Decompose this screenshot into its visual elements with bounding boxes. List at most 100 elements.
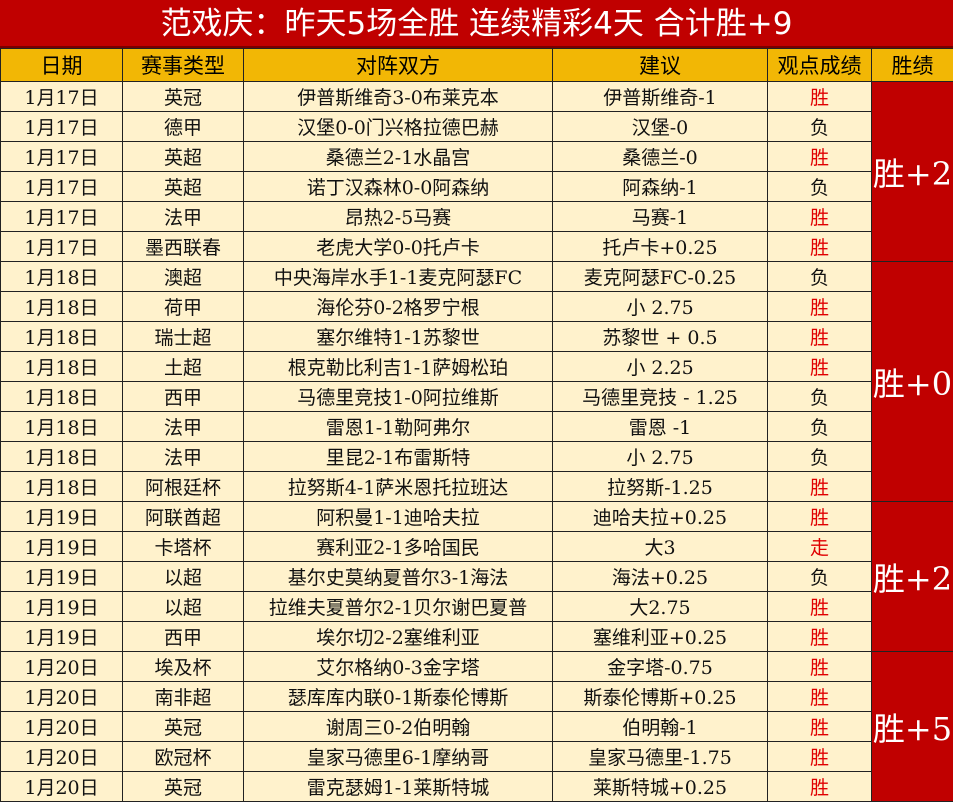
tip-cell: 桑德兰-0 — [552, 141, 768, 172]
tip-cell: 雷恩 -1 — [552, 411, 768, 442]
table-row: 1月20日 南非超 瑟库库内联0-1斯泰伦博斯 斯泰伦博斯+0.25 胜 — [0, 681, 953, 712]
table-row: 1月20日 欧冠杯 皇家马德里6-1摩纳哥 皇家马德里-1.75 胜 — [0, 741, 953, 772]
match-cell: 里昆2-1布雷斯特 — [243, 441, 553, 472]
match-cell: 阿积曼1-1迪哈夫拉 — [243, 501, 553, 532]
tip-cell: 拉努斯-1.25 — [552, 471, 768, 502]
tip-cell: 伯明翰-1 — [552, 711, 768, 742]
table-row: 1月18日 西甲 马德里竞技1-0阿拉维斯 马德里竞技 - 1.25 负 — [0, 381, 953, 412]
table-row: 1月18日 土超 根克勒比利吉1-1萨姆松珀小 2.25 胜 — [0, 351, 953, 382]
league-cell: 瑞士超 — [122, 321, 244, 352]
date-cell: 1月18日 — [0, 411, 123, 442]
league-cell: 英冠 — [122, 771, 244, 802]
match-cell: 艾尔格纳0-3金字塔 — [243, 651, 553, 682]
table-row: 1月18日 法甲 雷恩1-1勒阿弗尔 雷恩 -1 负 — [0, 411, 953, 442]
match-cell: 塞尔维特1-1苏黎世 — [243, 321, 553, 352]
match-cell: 埃尔切2-2塞维利亚 — [243, 621, 553, 652]
result-cell: 胜 — [767, 471, 872, 502]
match-cell: 拉努斯4-1萨米恩托拉班达 — [243, 471, 553, 502]
league-cell: 以超 — [122, 561, 244, 592]
tip-cell: 麦克阿瑟FC-0.25 — [552, 261, 768, 292]
tip-cell: 大3 — [552, 531, 768, 562]
league-cell: 英冠 — [122, 81, 244, 112]
table-row: 1月20日 英冠 谢周三0-2伯明翰 伯明翰-1 胜 — [0, 711, 953, 742]
match-cell: 瑟库库内联0-1斯泰伦博斯 — [243, 681, 553, 712]
tip-cell: 小 2.75 — [552, 441, 768, 472]
date-cell: 1月20日 — [0, 681, 123, 712]
date-cell: 1月18日 — [0, 441, 123, 472]
page-title: 范戏庆：昨天5场全胜 连续精彩4天 合计胜+9 — [0, 0, 953, 48]
match-cell: 雷恩1-1勒阿弗尔 — [243, 411, 553, 442]
result-cell: 胜 — [767, 681, 872, 712]
match-cell: 汉堡0-0门兴格拉德巴赫 — [243, 111, 553, 142]
match-cell: 谢周三0-2伯明翰 — [243, 711, 553, 742]
table-row: 1月18日 瑞士超 塞尔维特1-1苏黎世 苏黎世 + 0.5 胜 — [0, 321, 953, 352]
table-row: 1月19日 西甲 埃尔切2-2塞维利亚 塞维利亚+0.25 胜 — [0, 621, 953, 652]
table-row: 1月17日 法甲 昂热2-5马赛 马赛-1 胜 — [0, 201, 953, 232]
result-cell: 胜 — [767, 201, 872, 232]
date-cell: 1月17日 — [0, 231, 123, 262]
tip-cell: 汉堡-0 — [552, 111, 768, 142]
result-cell: 胜 — [767, 141, 872, 172]
table-row: 1月20日 英冠 雷克瑟姆1-1莱斯特城 莱斯特城+0.25 胜 — [0, 771, 953, 802]
table-row: 1月19日 卡塔杯 赛利亚2-1多哈国民 大3 走 — [0, 531, 953, 562]
result-cell: 胜 — [767, 321, 872, 352]
league-cell: 英超 — [122, 141, 244, 172]
date-cell: 1月18日 — [0, 291, 123, 322]
summary-cell: 胜+0 — [871, 261, 953, 502]
tip-cell: 马赛-1 — [552, 201, 768, 232]
date-cell: 1月18日 — [0, 321, 123, 352]
tip-cell: 皇家马德里-1.75 — [552, 741, 768, 772]
table-row: 1月17日 英超 桑德兰2-1水晶宫 桑德兰-0 胜 — [0, 141, 953, 172]
date-cell: 1月19日 — [0, 591, 123, 622]
league-cell: 墨西联春 — [122, 231, 244, 262]
table-row: 1月19日 阿联酋超 阿积曼1-1迪哈夫拉 迪哈夫拉+0.25 胜胜+2 — [0, 501, 953, 652]
result-cell: 负 — [767, 441, 872, 472]
match-cell: 中央海岸水手1-1麦克阿瑟FC — [243, 261, 553, 292]
tip-cell: 海法+0.25 — [552, 561, 768, 592]
tip-cell: 阿森纳-1 — [552, 171, 768, 202]
result-cell: 胜 — [767, 351, 872, 382]
result-cell: 胜 — [767, 621, 872, 652]
match-cell: 海伦芬0-2格罗宁根 — [243, 291, 553, 322]
header-result: 观点成绩 — [767, 48, 872, 82]
match-cell: 老虎大学0-0托卢卡 — [243, 231, 553, 262]
result-cell: 胜 — [767, 501, 872, 532]
result-cell: 胜 — [767, 771, 872, 802]
date-cell: 1月19日 — [0, 561, 123, 592]
table-row: 1月17日 墨西联春 老虎大学0-0托卢卡 托卢卡+0.25 胜 — [0, 231, 953, 262]
league-cell: 欧冠杯 — [122, 741, 244, 772]
header-match: 对阵双方 — [243, 48, 553, 82]
table-row: 1月18日 荷甲 海伦芬0-2格罗宁根小 2.75 胜 — [0, 291, 953, 322]
date-cell: 1月20日 — [0, 711, 123, 742]
date-cell: 1月19日 — [0, 531, 123, 562]
league-cell: 西甲 — [122, 621, 244, 652]
match-cell: 马德里竞技1-0阿拉维斯 — [243, 381, 553, 412]
date-cell: 1月19日 — [0, 621, 123, 652]
league-cell: 阿根廷杯 — [122, 471, 244, 502]
tip-cell: 小 2.25 — [552, 351, 768, 382]
match-cell: 伊普斯维奇3-0布莱克本 — [243, 81, 553, 112]
tip-cell: 塞维利亚+0.25 — [552, 621, 768, 652]
date-cell: 1月18日 — [0, 471, 123, 502]
date-cell: 1月20日 — [0, 651, 123, 682]
tip-cell: 小 2.75 — [552, 291, 768, 322]
table-row: 1月19日 以超 拉维夫夏普尔2-1贝尔谢巴夏普 大2.75 胜 — [0, 591, 953, 622]
table-row: 1月20日 埃及杯 艾尔格纳0-3金字塔 金字塔-0.75 胜胜+5 — [0, 651, 953, 802]
tip-cell: 莱斯特城+0.25 — [552, 771, 768, 802]
result-cell: 胜 — [767, 81, 872, 112]
table-row: 1月17日 英冠 伊普斯维奇3-0布莱克本 伊普斯维奇-1 胜胜+2 — [0, 81, 953, 262]
header-date: 日期 — [0, 48, 123, 82]
date-cell: 1月18日 — [0, 381, 123, 412]
tip-cell: 大2.75 — [552, 591, 768, 622]
summary-cell: 胜+2 — [871, 81, 953, 262]
header-tip: 建议 — [552, 48, 768, 82]
league-cell: 埃及杯 — [122, 651, 244, 682]
tip-cell: 斯泰伦博斯+0.25 — [552, 681, 768, 712]
table-row: 1月17日 德甲 汉堡0-0门兴格拉德巴赫 汉堡-0 负 — [0, 111, 953, 142]
summary-cell: 胜+2 — [871, 501, 953, 652]
tip-cell: 苏黎世 + 0.5 — [552, 321, 768, 352]
tip-cell: 迪哈夫拉+0.25 — [552, 501, 768, 532]
match-cell: 基尔史莫纳夏普尔3-1海法 — [243, 561, 553, 592]
match-cell: 拉维夫夏普尔2-1贝尔谢巴夏普 — [243, 591, 553, 622]
league-cell: 法甲 — [122, 201, 244, 232]
